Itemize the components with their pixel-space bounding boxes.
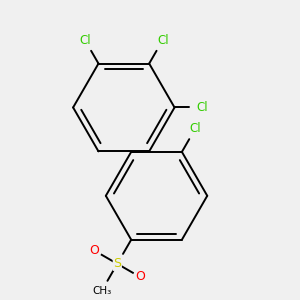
Text: O: O <box>90 244 100 257</box>
Text: S: S <box>113 257 121 270</box>
Text: Cl: Cl <box>79 34 91 46</box>
Text: Cl: Cl <box>196 101 208 114</box>
Text: CH₃: CH₃ <box>92 286 111 296</box>
Text: O: O <box>135 270 145 284</box>
Text: Cl: Cl <box>190 122 201 135</box>
Text: Cl: Cl <box>157 34 169 46</box>
